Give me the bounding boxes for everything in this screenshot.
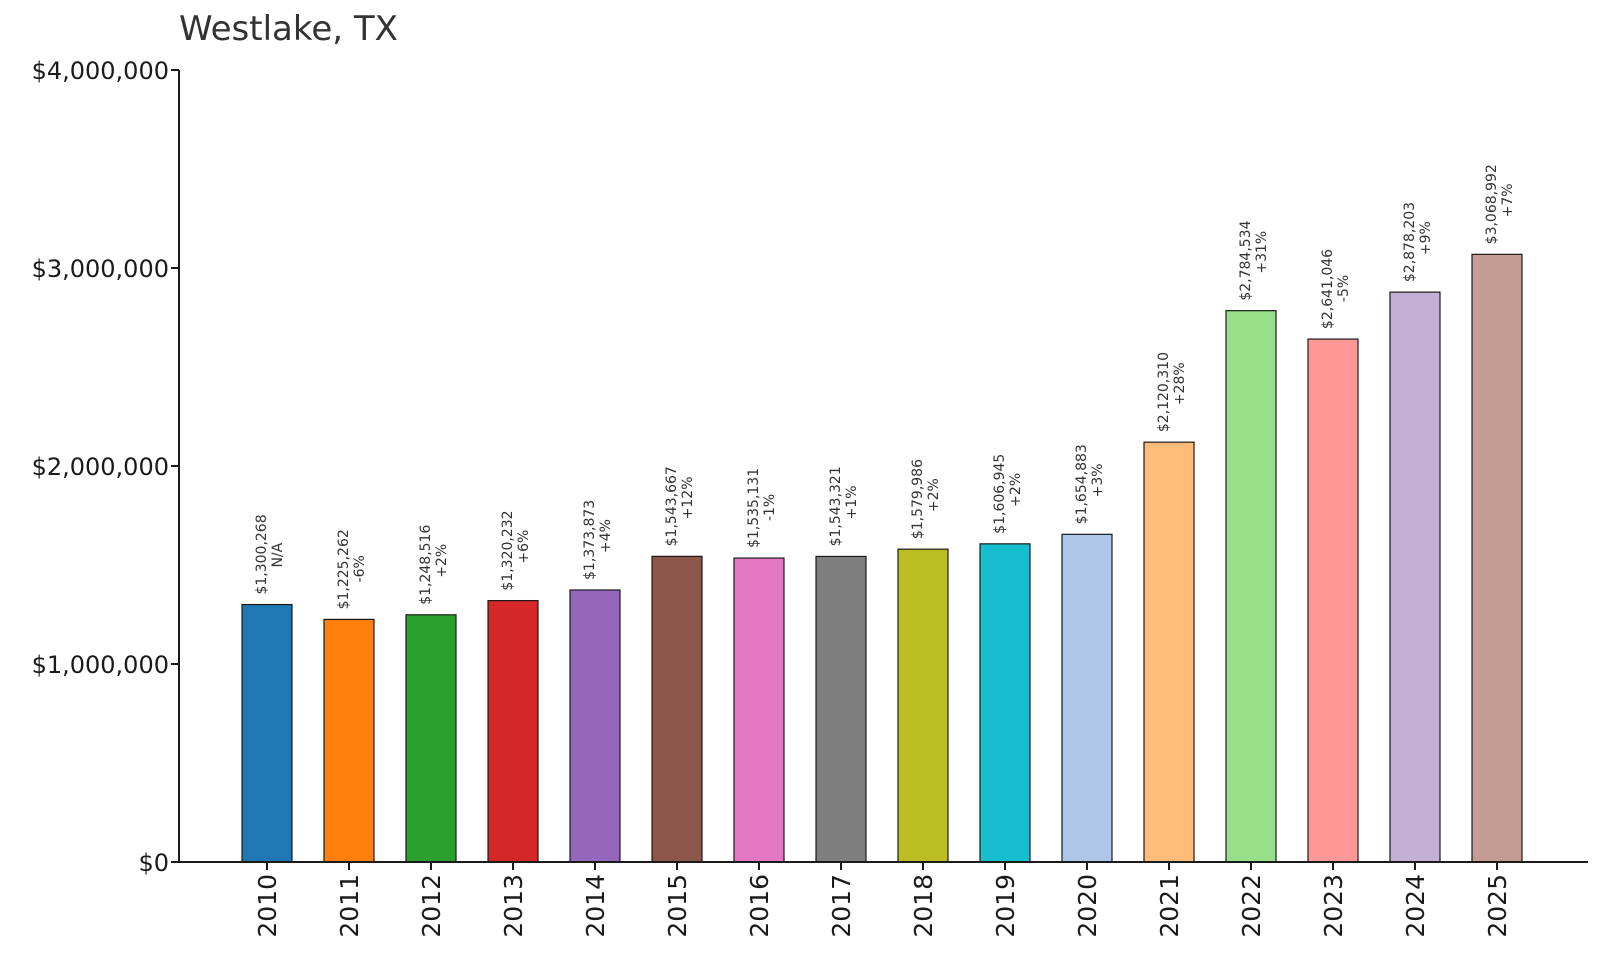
- bars-layer: [241, 253, 1523, 863]
- x-tick-label: 2015: [663, 874, 692, 938]
- x-axis-ticks: 2010 2011 2012 2013 2014 2015 2016 2017 2018 2019…: [253, 862, 1512, 938]
- bar-value-label: $2,784,534: [1238, 220, 1254, 300]
- y-tick-label: $1,000,000: [32, 651, 169, 679]
- bar-2010: [241, 603, 293, 863]
- bar-2025: [1471, 253, 1523, 863]
- bar-2022: [1225, 310, 1277, 863]
- bar-label-group-2024: $2,878,203 +9%: [1402, 202, 1434, 282]
- bar-value-label: $1,248,516: [418, 525, 434, 605]
- y-tick-label: $2,000,000: [32, 453, 169, 481]
- bar-value-label: $1,373,873: [582, 500, 598, 580]
- x-tick-label: 2018: [909, 874, 938, 938]
- bar-change-label: +9%: [1418, 221, 1434, 255]
- bar-value-label: $2,878,203: [1402, 202, 1418, 282]
- bar-value-label: $1,300,268: [254, 514, 270, 594]
- bar-label-group-2016: $1,535,131 -1%: [746, 468, 778, 548]
- bar-label-group-2012: $1,248,516 +2%: [418, 525, 450, 605]
- bar-2013: [487, 599, 539, 863]
- bar-value-label: $1,535,131: [746, 468, 762, 548]
- bar-label-group-2011: $1,225,262 -6%: [336, 529, 368, 609]
- bar-value-label: $1,606,945: [992, 454, 1008, 534]
- x-tick-label: 2014: [581, 874, 610, 938]
- bar-label-group-2010: $1,300,268 N/A: [254, 514, 286, 594]
- bar-label-group-2019: $1,606,945 +2%: [992, 454, 1024, 534]
- bar-2020: [1061, 533, 1113, 863]
- bar-change-label: -6%: [352, 555, 368, 582]
- bar-label-group-2014: $1,373,873 +4%: [582, 500, 614, 580]
- x-tick-label: 2013: [499, 874, 528, 938]
- bar-2018: [897, 548, 949, 863]
- bar-label-group-2021: $2,120,310 +28%: [1156, 352, 1188, 432]
- bar-label-group-2018: $1,579,986 +2%: [910, 459, 942, 539]
- bar-label-group-2017: $1,543,321 +1%: [828, 466, 860, 546]
- x-tick-label: 2020: [1073, 874, 1102, 938]
- y-tick-label: $0: [138, 849, 169, 877]
- bar-value-label: $2,641,046: [1320, 249, 1336, 329]
- x-tick-label: 2016: [745, 874, 774, 938]
- bar-value-label: $1,543,321: [828, 466, 844, 546]
- chart-title: Westlake, TX: [179, 9, 398, 49]
- bar-2019: [979, 543, 1031, 863]
- bar-label-group-2020: $1,654,883 +3%: [1074, 444, 1106, 524]
- bar-2011: [323, 618, 375, 863]
- bar-2024: [1389, 291, 1441, 863]
- bar-change-label: +31%: [1254, 231, 1270, 274]
- bar-change-label: -5%: [1336, 275, 1352, 302]
- x-tick-label: 2023: [1319, 874, 1348, 938]
- bar-value-label: $1,320,232: [500, 510, 516, 590]
- bar-change-label: +2%: [926, 478, 942, 512]
- bar-label-group-2015: $1,543,667 +12%: [664, 466, 696, 546]
- x-tick-label: 2012: [417, 874, 446, 938]
- x-tick-label: 2025: [1483, 874, 1512, 938]
- bar-label-group-2023: $2,641,046 -5%: [1320, 249, 1352, 329]
- bar-label-group-2025: $3,068,992 +7%: [1484, 164, 1516, 244]
- bar-2023: [1307, 338, 1359, 863]
- bar-value-label: $1,225,262: [336, 529, 352, 609]
- bar-change-label: +3%: [1090, 463, 1106, 497]
- x-tick-label: 2011: [335, 874, 364, 938]
- bar-value-label: $3,068,992: [1484, 164, 1500, 244]
- bar-2012: [405, 614, 457, 863]
- bar-change-label: N/A: [270, 542, 286, 567]
- x-tick-label: 2021: [1155, 874, 1184, 938]
- bar-value-label: $2,120,310: [1156, 352, 1172, 432]
- bar-2016: [733, 557, 785, 863]
- x-tick-label: 2019: [991, 874, 1020, 938]
- bar-value-label: $1,543,667: [664, 466, 680, 546]
- bar-change-label: +12%: [680, 476, 696, 519]
- x-tick-label: 2017: [827, 874, 856, 938]
- bar-2014: [569, 589, 621, 863]
- bar-change-label: +2%: [434, 544, 450, 578]
- bar-change-label: +7%: [1500, 183, 1516, 217]
- y-tick-label: $4,000,000: [32, 57, 169, 85]
- bar-change-label: +28%: [1172, 362, 1188, 405]
- bar-change-label: +6%: [516, 530, 532, 564]
- y-axis-ticks: $0 $1,000,000 $2,000,000 $3,000,000 $4,000,0…: [32, 57, 179, 877]
- bar-value-label: $1,579,986: [910, 459, 926, 539]
- value-labels-layer: $1,300,268 N/A $1,225,262 -6% $1,248,516 +2% $…: [254, 164, 1516, 609]
- bar-change-label: +2%: [1008, 473, 1024, 507]
- bar-value-label: $1,654,883: [1074, 444, 1090, 524]
- bar-label-group-2013: $1,320,232 +6%: [500, 510, 532, 590]
- bar-change-label: +4%: [598, 519, 614, 553]
- bar-2021: [1143, 441, 1195, 863]
- bar-2015: [651, 555, 703, 863]
- bar-change-label: +1%: [844, 485, 860, 519]
- x-tick-label: 2022: [1237, 874, 1266, 938]
- y-tick-label: $3,000,000: [32, 255, 169, 283]
- bar-label-group-2022: $2,784,534 +31%: [1238, 220, 1270, 300]
- x-tick-label: 2010: [253, 874, 282, 938]
- x-tick-label: 2024: [1401, 874, 1430, 938]
- bar-change-label: -1%: [762, 494, 778, 521]
- bar-2017: [815, 555, 867, 863]
